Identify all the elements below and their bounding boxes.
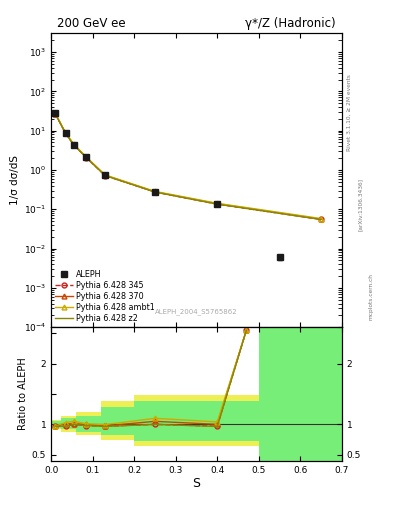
Y-axis label: Ratio to ALEPH: Ratio to ALEPH	[18, 357, 28, 431]
Text: [arXiv:1306.3436]: [arXiv:1306.3436]	[358, 178, 363, 231]
Y-axis label: 1/σ dσ/dS: 1/σ dσ/dS	[9, 155, 20, 205]
Text: Rivet 3.1.10, ≥ 2M events: Rivet 3.1.10, ≥ 2M events	[347, 74, 352, 151]
Text: 200 GeV ee: 200 GeV ee	[57, 17, 125, 30]
Text: ALEPH_2004_S5765862: ALEPH_2004_S5765862	[155, 309, 238, 315]
Legend: ALEPH, Pythia 6.428 345, Pythia 6.428 370, Pythia 6.428 ambt1, Pythia 6.428 z2: ALEPH, Pythia 6.428 345, Pythia 6.428 37…	[55, 270, 155, 323]
Text: mcplots.cern.ch: mcplots.cern.ch	[369, 273, 374, 321]
Text: γ*/Z (Hadronic): γ*/Z (Hadronic)	[246, 17, 336, 30]
X-axis label: S: S	[193, 477, 200, 490]
